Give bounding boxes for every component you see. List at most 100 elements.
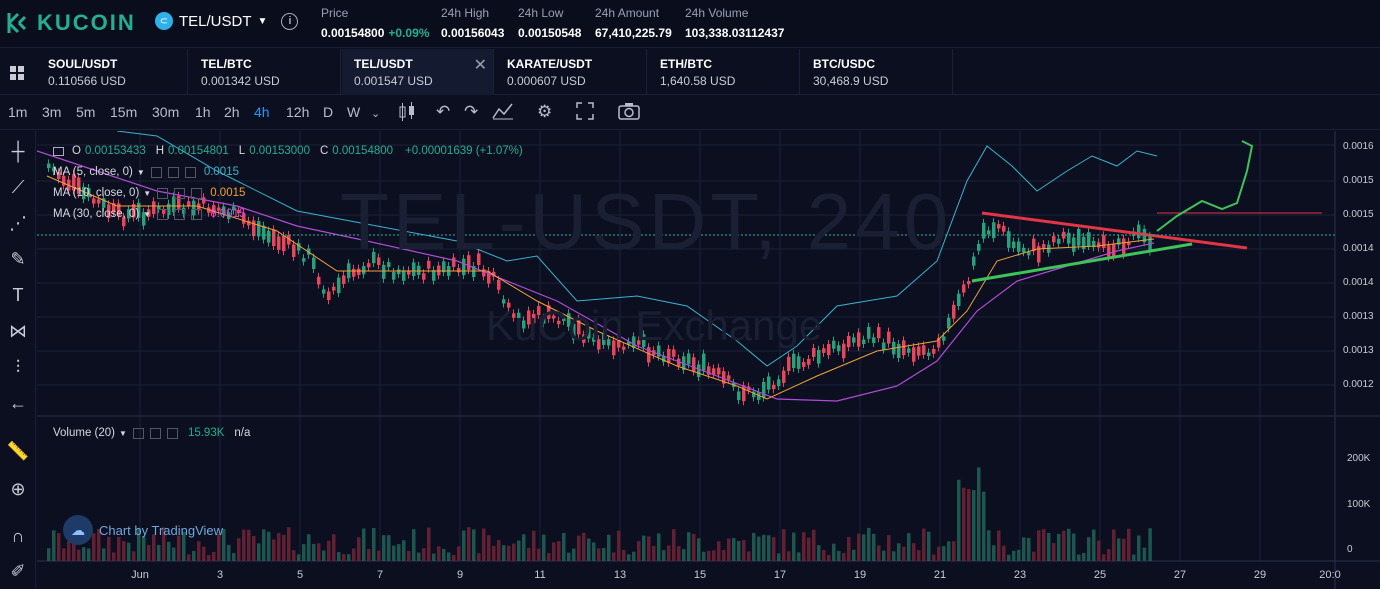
remove-icon[interactable] — [166, 427, 178, 439]
volume-bar — [1032, 551, 1036, 561]
settings-icon[interactable] — [174, 208, 186, 220]
candle — [167, 203, 171, 216]
trendline-icon[interactable]: ⟋ — [11, 176, 25, 197]
candle — [927, 352, 931, 357]
close-icon[interactable]: ✕ — [473, 57, 487, 74]
volume-bar — [587, 538, 591, 561]
volume-bar — [1082, 552, 1086, 561]
tab-eth-btc[interactable]: ETH/BTC 1,640.58 USD — [648, 49, 800, 95]
ruler-icon[interactable]: 📏 — [6, 440, 30, 461]
candle — [437, 265, 441, 276]
fullscreen-icon[interactable] — [576, 102, 594, 125]
ma10-legend[interactable]: MA (10, close, 0) ▼ 0.0015 — [53, 187, 246, 199]
candle — [827, 343, 831, 356]
chevron-down-icon[interactable]: ⌄ — [371, 108, 381, 120]
time-axis-label: 5 — [297, 569, 303, 581]
volume-bar — [622, 549, 626, 561]
crosshair-icon[interactable]: ┼ — [11, 140, 25, 161]
candle — [782, 370, 786, 383]
volume-bar — [1087, 537, 1091, 561]
info-icon[interactable]: i — [281, 12, 299, 30]
volume-bar — [467, 527, 471, 561]
volume-bar — [342, 554, 346, 561]
volume-bar — [967, 489, 971, 561]
ma10-line — [46, 175, 1155, 400]
tab-btc-usdc[interactable]: BTC/USDC 30,468.9 USD — [801, 49, 953, 95]
redo-icon[interactable]: ↷ — [464, 102, 479, 121]
chevron-down-icon: ▼ — [136, 167, 145, 177]
candle — [57, 172, 61, 180]
tab-karate-usdt[interactable]: KARATE/USDT 0.000607 USD — [495, 49, 647, 95]
chart-canvas[interactable]: 0.0016 0.0015 0.0015 0.0014 0.0014 0.0013 0.00… — [37, 131, 1380, 589]
settings-icon[interactable] — [167, 166, 179, 178]
candle — [902, 340, 906, 356]
volume-bar — [852, 549, 856, 561]
candle — [1127, 241, 1131, 246]
remove-icon[interactable] — [191, 187, 203, 199]
volume-bar — [907, 533, 911, 561]
volume-legend[interactable]: Volume (20) ▼ 15.93K n/a — [53, 427, 251, 439]
volume-bar — [1127, 528, 1131, 561]
tf-d[interactable]: D — [323, 104, 334, 120]
volume-bar — [922, 528, 926, 561]
tf-12h[interactable]: 12h — [286, 104, 310, 120]
settings-icon[interactable] — [149, 427, 161, 439]
candle — [1037, 246, 1041, 263]
settings-gear-icon[interactable]: ⚙ — [537, 102, 553, 121]
remove-icon[interactable] — [191, 208, 203, 220]
tf-15m[interactable]: 15m — [110, 104, 138, 120]
price-axis-label: 0.0012 — [1343, 379, 1374, 390]
eye-icon[interactable] — [157, 187, 169, 199]
tab-tel-btc[interactable]: TEL/BTC 0.001342 USD — [189, 49, 341, 95]
pair-selector[interactable]: ⊂ TEL/USDT ▼ i — [155, 12, 299, 30]
settings-icon[interactable] — [174, 187, 186, 199]
text-icon[interactable]: T — [12, 284, 24, 305]
remove-icon[interactable] — [184, 166, 196, 178]
candle-style-icon[interactable] — [398, 102, 416, 127]
pattern-icon[interactable]: ⋈ — [9, 320, 27, 341]
candle — [1102, 235, 1106, 249]
camera-icon[interactable] — [618, 102, 640, 125]
tf-4h[interactable]: 4h — [254, 104, 270, 120]
kucoin-logo[interactable]: KUCOIN — [6, 10, 136, 36]
candle — [852, 337, 856, 343]
tf-30m[interactable]: 30m — [152, 104, 180, 120]
back-arrow-icon[interactable]: ← — [9, 392, 27, 413]
candle — [1072, 237, 1076, 252]
grid-icon[interactable] — [10, 66, 24, 80]
candle — [862, 339, 866, 344]
tf-3m[interactable]: 3m — [42, 104, 62, 120]
chevron-down-icon: ▼ — [257, 15, 268, 27]
volume-bar — [797, 552, 801, 561]
lock-draw-icon[interactable]: ✐ — [10, 560, 26, 581]
tf-1h[interactable]: 1h — [195, 104, 211, 120]
ma30-legend[interactable]: MA (30, close, 0) ▼ 0.0015 — [53, 208, 246, 220]
undo-icon[interactable]: ↶ — [436, 102, 451, 121]
volume-bar — [132, 551, 136, 561]
volume-bar — [192, 550, 196, 561]
tf-1m[interactable]: 1m — [8, 104, 28, 120]
tf-2h[interactable]: 2h — [224, 104, 240, 120]
eye-icon[interactable] — [132, 427, 144, 439]
chart-area[interactable]: 0.0016 0.0015 0.0015 0.0014 0.0014 0.0013 0.00… — [37, 131, 1380, 589]
eye-icon[interactable] — [150, 166, 162, 178]
zoom-in-icon[interactable]: ⊕ — [10, 478, 26, 499]
tf-w[interactable]: W — [347, 104, 361, 120]
fib-icon[interactable]: ⋰ — [9, 212, 27, 233]
ma5-legend[interactable]: MA (5, close, 0) ▼ 0.0015 — [53, 166, 239, 178]
tradingview-badge[interactable]: ☁ Chart by TradingView — [63, 515, 223, 545]
tab-tel-usdt[interactable]: TEL/USDT 0.001547 USD ✕ — [342, 49, 494, 95]
volume-axis-label: 200K — [1347, 453, 1371, 464]
magnet-icon[interactable]: ∩ — [11, 525, 25, 546]
candle — [357, 268, 361, 275]
candle — [322, 289, 326, 294]
tf-5m[interactable]: 5m — [76, 104, 96, 120]
collapse-legend-icon[interactable] — [53, 146, 64, 156]
candle — [362, 265, 366, 275]
indicator-icon[interactable] — [492, 102, 514, 125]
volume-bar — [1057, 533, 1061, 561]
eye-icon[interactable] — [157, 208, 169, 220]
tab-soul-usdt[interactable]: SOUL/USDT 0.110566 USD — [36, 49, 188, 95]
measure-tool-icon[interactable]: ⫶ — [15, 356, 21, 377]
brush-icon[interactable]: ✎ — [10, 248, 26, 269]
